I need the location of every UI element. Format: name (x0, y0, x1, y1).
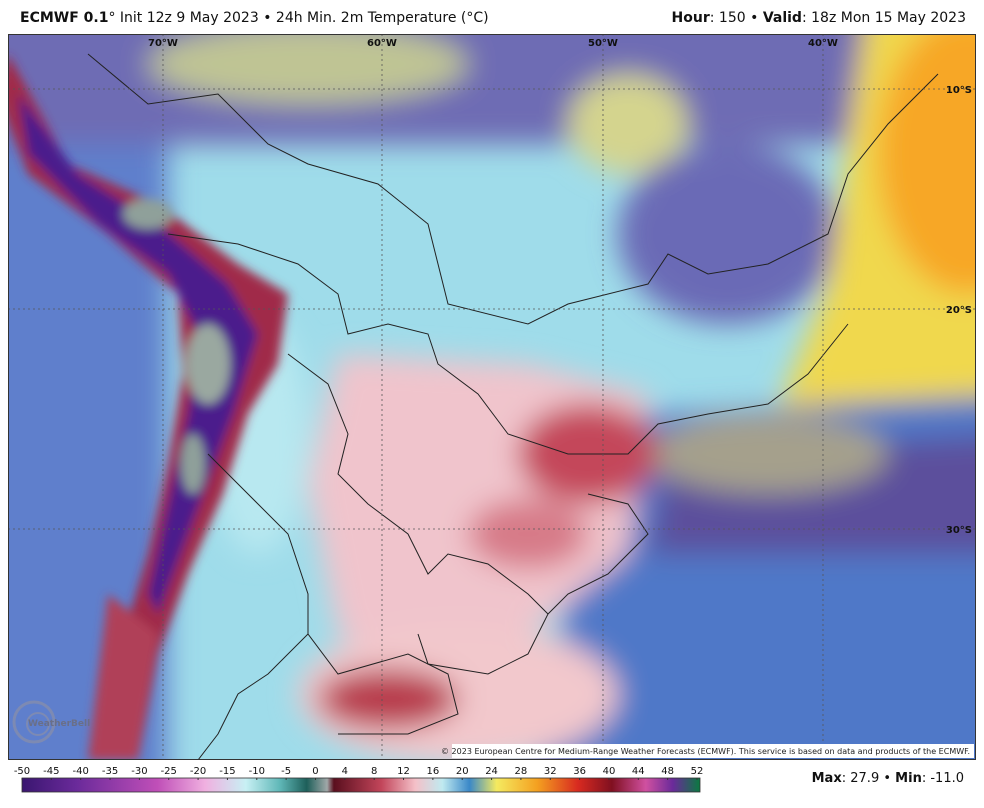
colorbar-tick-label: -45 (43, 766, 59, 777)
colorbar-tick-label: -5 (281, 766, 291, 777)
lat-label: 30°S (946, 525, 972, 536)
graticule (8, 34, 976, 760)
colorbar-tick-label: 52 (691, 766, 704, 777)
lon-label: 50°W (588, 38, 618, 49)
colon: : (801, 10, 807, 26)
colorbar-tick-label: 32 (544, 766, 557, 777)
colorbar-tick-label: 44 (632, 766, 645, 777)
field (8, 34, 976, 760)
separator: • (750, 10, 759, 26)
colorbar-tick-label: 24 (485, 766, 498, 777)
colorbar-tick-label: 36 (573, 766, 586, 777)
lat-label: 20°S (946, 305, 972, 316)
separator: • (883, 771, 892, 786)
init: Init 12z 9 May 2023 (119, 10, 259, 26)
hour: 150 (718, 10, 746, 26)
colorbar-tick-label: 12 (397, 766, 410, 777)
header-left: ECMWF 0.1° Init 12z 9 May 2023 • 24h Min… (20, 10, 489, 26)
colorbar-tick-label: -40 (73, 766, 89, 777)
colorbar: -50 -45 -40 -35 -30 -25 -20 -15 -10 -5 0 4 8 12 16 20 24… (14, 766, 704, 793)
copyright-bg (452, 744, 974, 758)
valid-label: Valid (762, 10, 802, 26)
min: -11.0 (930, 771, 964, 786)
map-frame (8, 34, 976, 760)
colorbar-tick-label: 28 (515, 766, 528, 777)
colorbar-tick-label: -10 (249, 766, 265, 777)
colorbar-tick-label: 48 (661, 766, 674, 777)
colorbar-tick-label: -30 (131, 766, 147, 777)
borders (87, 53, 939, 760)
min-label: Min (895, 771, 922, 786)
hour-label: Hour (671, 10, 710, 26)
max: 27.9 (850, 771, 880, 786)
lon-labels: 70°W 60°W 50°W 40°W (148, 38, 838, 49)
copyright: © 2023 European Centre for Medium-Range … (441, 747, 970, 756)
lat-label: 10°S (946, 85, 972, 96)
colorbar-tick-label: -50 (14, 766, 30, 777)
colorbar-tick-label: 16 (427, 766, 440, 777)
colon: : (921, 771, 927, 786)
colorbar-tick-label: -15 (219, 766, 235, 777)
max-label: Max (811, 771, 842, 786)
model: ECMWF 0.1 (20, 10, 109, 26)
separator: • (263, 10, 272, 26)
colorbar-tick-label: -35 (102, 766, 118, 777)
logo: WeatherBell (12, 700, 90, 744)
colon: : (841, 771, 847, 786)
logo-text: WeatherBell (28, 719, 90, 729)
product: 24h Min. 2m Temperature (°C) (275, 10, 489, 26)
colorbar-tick-label: 4 (342, 766, 348, 777)
lat-labels: 10°S 20°S 30°S (946, 85, 972, 536)
degree: ° (108, 10, 116, 26)
lon-label: 70°W (148, 38, 178, 49)
header-right: Hour: 150 • Valid: 18z Mon 15 May 2023 (672, 10, 966, 26)
colorbar-tick-label: 0 (312, 766, 318, 777)
colorbar-tick-label: 20 (456, 766, 469, 777)
colorbar-tick-label: -25 (161, 766, 177, 777)
lon-label: 40°W (808, 38, 838, 49)
colorbar-ramp (21, 777, 701, 793)
colorbar-tick-label: -20 (190, 766, 206, 777)
colorbar-tick-label: 40 (603, 766, 616, 777)
colorbar-tick-label: 8 (371, 766, 377, 777)
lon-label: 60°W (367, 38, 397, 49)
valid: 18z Mon 15 May 2023 (811, 10, 966, 26)
colon: : (709, 10, 715, 26)
temperature-map: 70°W 60°W 50°W 40°W 10°S 20°S 30°S Weath… (8, 34, 976, 760)
footer: Max: 27.9 • Min: -11.0 (812, 771, 964, 786)
